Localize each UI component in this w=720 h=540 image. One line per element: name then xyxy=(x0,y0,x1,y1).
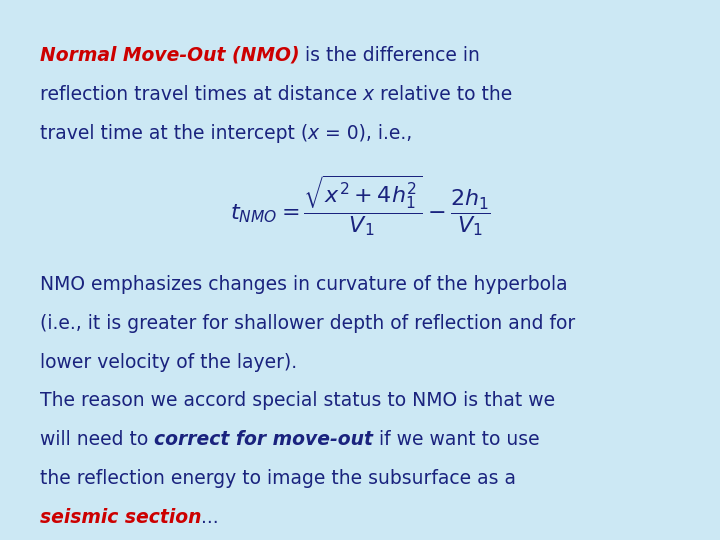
Text: is the difference in: is the difference in xyxy=(300,46,480,65)
Text: = 0), i.e.,: = 0), i.e., xyxy=(319,124,413,143)
Text: The reason we accord special status to NMO is that we: The reason we accord special status to N… xyxy=(40,392,554,410)
Text: reflection travel times at distance: reflection travel times at distance xyxy=(40,85,363,104)
Text: $t_{NMO} = \dfrac{\sqrt{x^2 + 4h_1^2}}{V_1} - \dfrac{2h_1}{V_1}$: $t_{NMO} = \dfrac{\sqrt{x^2 + 4h_1^2}}{V… xyxy=(230,173,490,238)
Text: relative to the: relative to the xyxy=(374,85,512,104)
Text: x: x xyxy=(363,85,374,104)
Text: seismic section: seismic section xyxy=(40,508,201,527)
Text: (i.e., it is greater for shallower depth of reflection and for: (i.e., it is greater for shallower depth… xyxy=(40,314,575,333)
Text: Normal Move-Out (NMO): Normal Move-Out (NMO) xyxy=(40,46,300,65)
Text: ...: ... xyxy=(201,508,219,527)
Text: x: x xyxy=(308,124,319,143)
Text: the reflection energy to image the subsurface as a: the reflection energy to image the subsu… xyxy=(40,469,516,488)
Text: if we want to use: if we want to use xyxy=(373,430,539,449)
Text: NMO emphasizes changes in curvature of the hyperbola: NMO emphasizes changes in curvature of t… xyxy=(40,275,567,294)
Text: will need to: will need to xyxy=(40,430,154,449)
Text: travel time at the intercept (: travel time at the intercept ( xyxy=(40,124,308,143)
Text: correct for move-out: correct for move-out xyxy=(154,430,373,449)
Text: lower velocity of the layer).: lower velocity of the layer). xyxy=(40,353,297,372)
